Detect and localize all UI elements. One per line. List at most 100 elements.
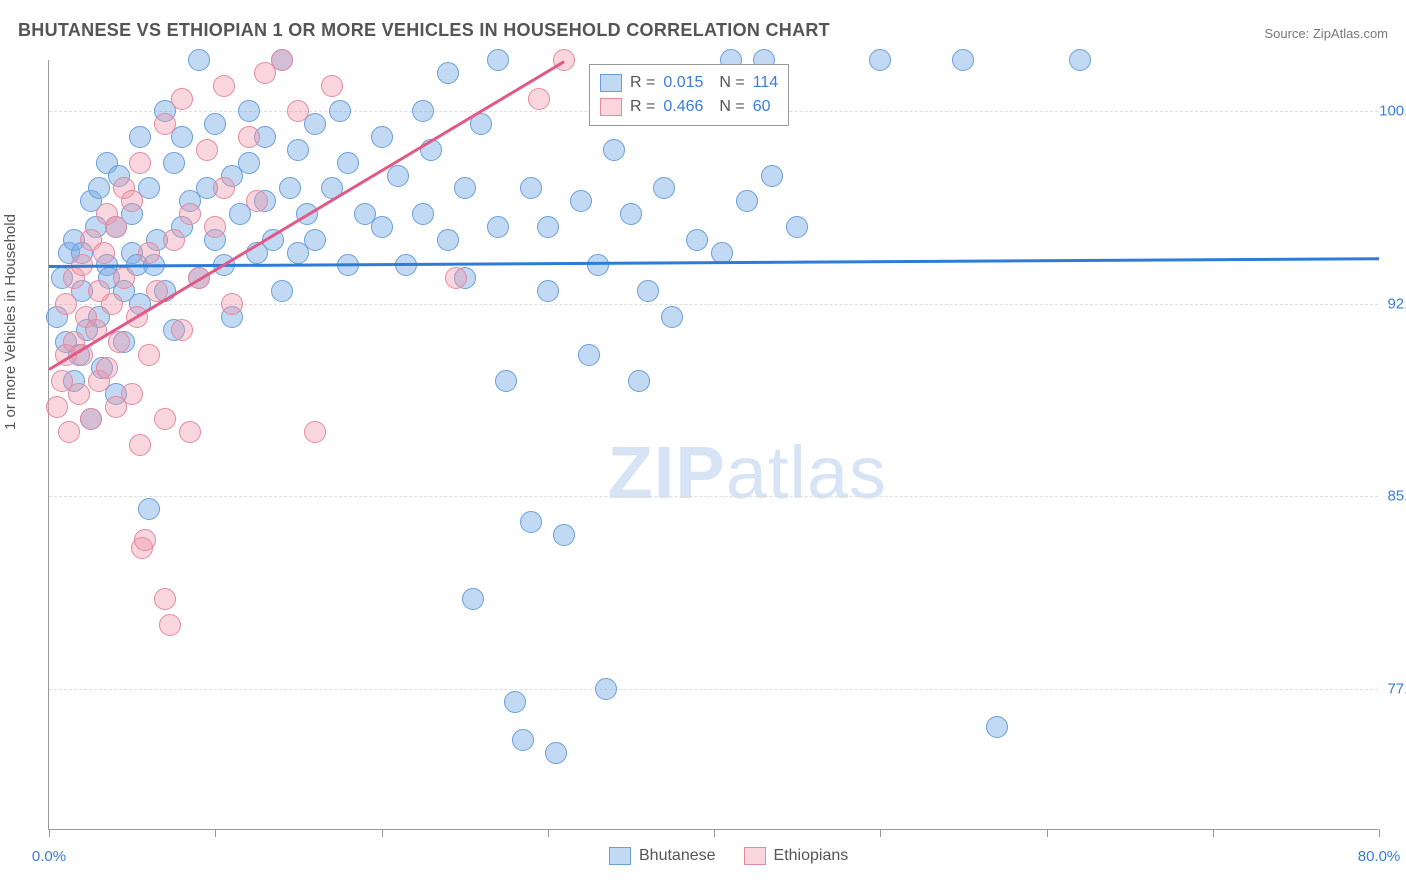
scatter-point (578, 344, 600, 366)
x-tick-label: 80.0% (1358, 848, 1401, 865)
y-axis-label: 1 or more Vehicles in Household (2, 214, 19, 430)
scatter-point (661, 306, 683, 328)
y-tick-label: 77.5% (1387, 680, 1406, 697)
scatter-point (952, 49, 974, 71)
legend-swatch (600, 74, 622, 92)
scatter-point (512, 729, 534, 751)
legend-series: Bhutanese Ethiopians (609, 847, 848, 865)
scatter-point (96, 357, 118, 379)
scatter-point (986, 716, 1008, 738)
scatter-point (786, 216, 808, 238)
scatter-point (238, 152, 260, 174)
scatter-point (553, 524, 575, 546)
scatter-point (138, 242, 160, 264)
scatter-point (371, 216, 393, 238)
scatter-point (412, 100, 434, 122)
scatter-point (412, 203, 434, 225)
scatter-point (159, 614, 181, 636)
legend-label: Bhutanese (639, 847, 716, 865)
legend-swatch (600, 98, 622, 116)
x-tick (49, 829, 50, 837)
x-tick (1047, 829, 1048, 837)
scatter-point (570, 190, 592, 212)
scatter-point (520, 511, 542, 533)
scatter-point (93, 242, 115, 264)
scatter-point (204, 216, 226, 238)
scatter-point (537, 216, 559, 238)
scatter-point (287, 100, 309, 122)
scatter-point (437, 62, 459, 84)
scatter-point (869, 49, 891, 71)
scatter-point (138, 344, 160, 366)
scatter-point (304, 229, 326, 251)
scatter-point (129, 434, 151, 456)
scatter-point (213, 75, 235, 97)
scatter-point (279, 177, 301, 199)
x-tick (880, 829, 881, 837)
scatter-point (154, 113, 176, 135)
scatter-point (171, 319, 193, 341)
plot-area: ZIPatlas 77.5%85.0%92.5%100.0%0.0%80.0%R… (48, 60, 1378, 830)
scatter-point (545, 742, 567, 764)
scatter-point (537, 280, 559, 302)
legend-stats-row: R =0.015N =114 (600, 71, 778, 95)
scatter-point (686, 229, 708, 251)
y-tick-label: 92.5% (1387, 295, 1406, 312)
scatter-point (445, 267, 467, 289)
scatter-point (154, 588, 176, 610)
scatter-point (129, 152, 151, 174)
scatter-point (337, 152, 359, 174)
scatter-point (80, 408, 102, 430)
watermark-atlas: atlas (726, 431, 887, 514)
scatter-point (46, 396, 68, 418)
chart-title: BHUTANESE VS ETHIOPIAN 1 OR MORE VEHICLE… (18, 20, 830, 41)
y-tick-label: 85.0% (1387, 488, 1406, 505)
scatter-point (321, 75, 343, 97)
legend-item: Ethiopians (744, 847, 849, 865)
legend-stats: R =0.015N =114R =0.466N =60 (589, 64, 789, 126)
scatter-point (55, 293, 77, 315)
scatter-point (462, 588, 484, 610)
scatter-point (204, 113, 226, 135)
scatter-point (387, 165, 409, 187)
scatter-point (221, 293, 243, 315)
scatter-point (196, 139, 218, 161)
x-tick-label: 0.0% (32, 848, 66, 865)
scatter-point (603, 139, 625, 161)
legend-label: Ethiopians (774, 847, 849, 865)
scatter-point (238, 126, 260, 148)
x-tick (548, 829, 549, 837)
scatter-point (595, 678, 617, 700)
scatter-point (487, 216, 509, 238)
scatter-point (587, 254, 609, 276)
scatter-point (163, 229, 185, 251)
watermark: ZIPatlas (608, 430, 887, 515)
scatter-point (495, 370, 517, 392)
scatter-point (454, 177, 476, 199)
x-tick (215, 829, 216, 837)
scatter-point (437, 229, 459, 251)
x-tick (1379, 829, 1380, 837)
scatter-point (129, 126, 151, 148)
scatter-point (138, 498, 160, 520)
x-tick (1213, 829, 1214, 837)
scatter-point (287, 139, 309, 161)
legend-swatch (609, 847, 631, 865)
source-label: Source: ZipAtlas.com (1264, 26, 1388, 41)
scatter-point (628, 370, 650, 392)
scatter-point (271, 280, 293, 302)
scatter-point (761, 165, 783, 187)
scatter-point (188, 49, 210, 71)
legend-stats-row: R =0.466N =60 (600, 95, 778, 119)
scatter-point (163, 152, 185, 174)
scatter-point (246, 190, 268, 212)
scatter-point (171, 88, 193, 110)
scatter-point (121, 383, 143, 405)
scatter-point (101, 293, 123, 315)
scatter-point (68, 383, 90, 405)
scatter-point (88, 177, 110, 199)
scatter-point (213, 177, 235, 199)
scatter-point (504, 691, 526, 713)
scatter-point (271, 49, 293, 71)
gridline (49, 496, 1378, 497)
